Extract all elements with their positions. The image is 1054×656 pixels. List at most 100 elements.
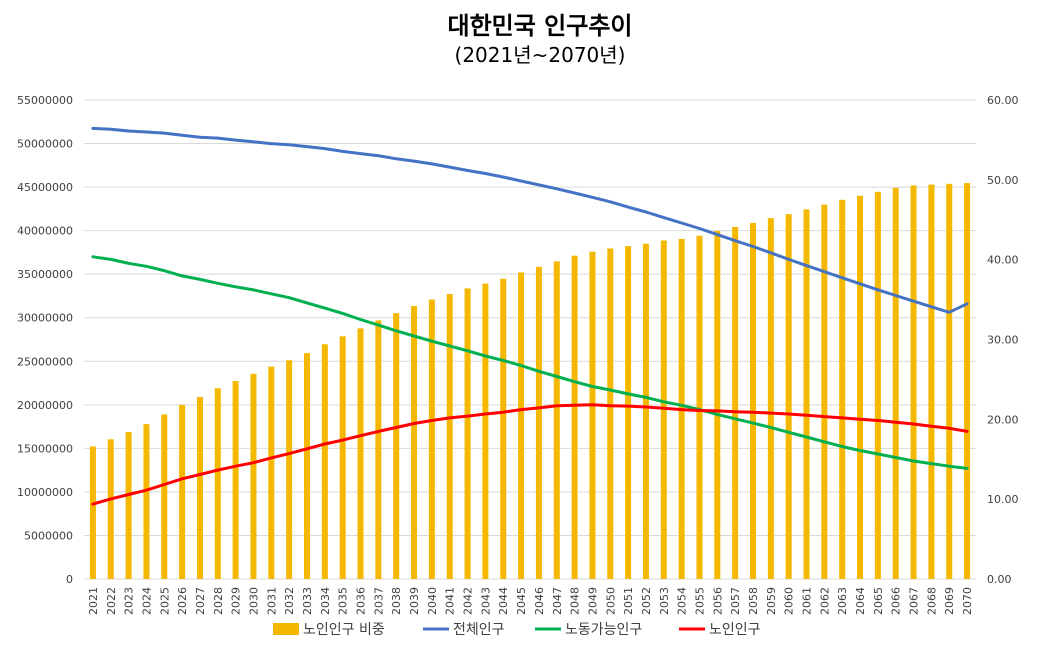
bar	[535, 266, 542, 579]
bar	[428, 299, 435, 579]
series-line	[91, 126, 969, 314]
x-tick-label: 2064	[854, 587, 867, 615]
bar	[143, 424, 150, 579]
x-tick-label: 2041	[444, 587, 457, 615]
y-right-tick-label: 30.00	[987, 334, 1019, 347]
y-right-tick-label: 10.00	[987, 493, 1019, 506]
bar	[107, 439, 114, 579]
x-tick-label: 2043	[479, 587, 492, 615]
x-tick-label: 2039	[408, 587, 421, 615]
y-left-tick-label: 15000000	[17, 442, 73, 455]
bar-series	[89, 183, 971, 580]
legend-label: 노동가능인구	[565, 622, 642, 638]
right-axis: 0.00 10.00 20.00 30.00 40.00 50.00 60.00	[987, 94, 1019, 586]
x-tick-label: 2054	[676, 587, 689, 615]
x-tick-label: 2047	[551, 587, 564, 615]
legend-label: 전체인구	[453, 622, 505, 638]
y-left-tick-label: 5000000	[24, 529, 73, 542]
bar	[196, 396, 203, 579]
bar	[946, 183, 953, 579]
bar	[518, 272, 525, 579]
bar	[750, 222, 756, 579]
x-tick-label: 2027	[194, 587, 207, 615]
y-right-tick-label: 0.00	[987, 573, 1012, 586]
x-tick-label: 2070	[961, 587, 974, 615]
y-left-tick-label: 10000000	[17, 486, 73, 499]
bar	[393, 313, 400, 579]
bar	[339, 336, 346, 579]
x-tick-label: 2021	[87, 587, 100, 615]
bar	[625, 246, 632, 579]
bar	[553, 261, 560, 579]
line-series	[91, 126, 969, 506]
bar	[696, 235, 703, 579]
chart-title: 대한민국 인구추이	[448, 12, 633, 40]
x-tick-label: 2026	[176, 587, 189, 615]
x-tick-label: 2035	[337, 587, 350, 615]
bar	[304, 353, 310, 579]
x-tick-label: 2067	[908, 587, 921, 615]
x-tick-label: 2031	[265, 587, 278, 615]
x-tick-label: 2068	[925, 587, 938, 615]
bar	[714, 230, 721, 579]
x-tick-label: 2048	[569, 587, 582, 615]
x-tick-label: 2033	[301, 587, 314, 615]
y-right-tick-label: 40.00	[987, 254, 1019, 267]
bar	[179, 404, 186, 579]
legend: 노인인구 비중 전체인구 노동가능인구 노인인구	[273, 622, 761, 638]
y-right-tick-label: 50.00	[987, 174, 1019, 187]
legend-label: 노인인구	[709, 622, 761, 638]
bar	[839, 199, 846, 579]
x-tick-label: 2036	[355, 587, 368, 615]
bar	[571, 255, 578, 580]
bar	[89, 446, 96, 579]
x-tick-label: 2059	[765, 587, 778, 615]
bar	[125, 432, 132, 579]
chart-subtitle: (2021년~2070년)	[455, 43, 626, 67]
bar	[767, 218, 774, 580]
bar	[928, 184, 935, 579]
y-left-tick-label: 0	[66, 573, 73, 586]
x-tick-label: 2061	[801, 587, 814, 615]
bar	[286, 360, 293, 579]
x-tick-label: 2049	[586, 587, 599, 615]
x-tick-label: 2058	[747, 587, 760, 615]
bar	[464, 288, 471, 579]
legend-label: 노인인구 비중	[303, 622, 385, 638]
x-tick-label: 2022	[105, 587, 118, 615]
bar	[607, 248, 614, 580]
x-tick-label: 2037	[372, 587, 385, 615]
legend-swatch	[273, 623, 299, 635]
bar	[411, 305, 418, 579]
y-right-tick-label: 20.00	[987, 413, 1019, 426]
y-left-tick-label: 40000000	[17, 225, 73, 238]
bar	[910, 185, 917, 579]
x-tick-label: 2023	[123, 587, 136, 615]
bar	[161, 414, 168, 579]
x-tick-label: 2038	[390, 587, 403, 615]
bar	[874, 191, 881, 579]
x-tick-label: 2025	[158, 587, 171, 615]
bar	[642, 243, 649, 579]
x-tick-label: 2066	[890, 587, 903, 615]
x-tick-label: 2065	[872, 587, 885, 615]
x-tick-label: 2063	[836, 587, 849, 615]
series-line	[91, 403, 969, 506]
bar	[232, 381, 239, 579]
x-tick-label: 2029	[230, 587, 243, 615]
y-left-tick-label: 45000000	[17, 181, 73, 194]
y-left-tick-label: 25000000	[17, 355, 73, 368]
y-right-tick-label: 60.00	[987, 94, 1019, 107]
x-tick-label: 2044	[497, 587, 510, 615]
bar	[250, 373, 257, 579]
y-left-tick-label: 20000000	[17, 399, 73, 412]
x-tick-label: 2057	[729, 587, 742, 615]
x-tick-label: 2051	[622, 587, 635, 615]
y-left-tick-label: 50000000	[17, 138, 73, 151]
bar	[857, 195, 864, 580]
bar	[500, 278, 507, 579]
x-tick-label: 2053	[658, 587, 671, 615]
x-tick-label: 2030	[247, 587, 260, 615]
x-tick-label: 2050	[604, 587, 617, 615]
